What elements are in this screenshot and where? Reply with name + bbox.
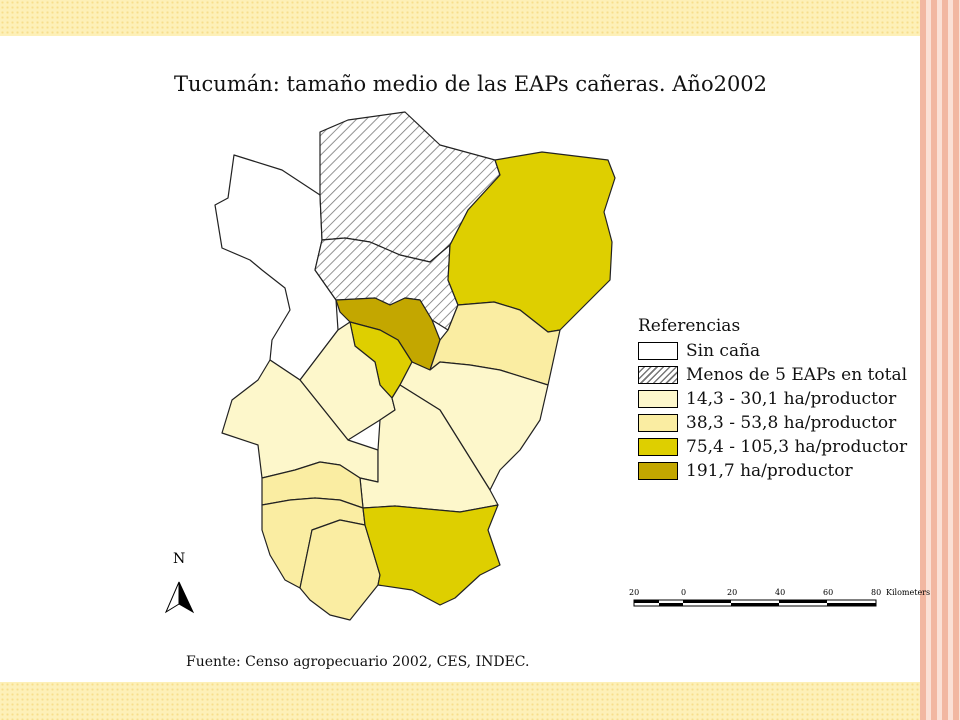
legend-swatch-hatched (638, 366, 678, 384)
scale-tick-label: 0 (681, 588, 687, 597)
legend-label: Menos de 5 EAPs en total (686, 365, 908, 385)
map-legend: Referencias Sin caña Menos de 5 EAPs en … (638, 316, 907, 483)
scale-tick-label: 20 (727, 588, 738, 597)
legend-label: Sin caña (686, 341, 761, 361)
legend-item-75: 75,4 - 105,3 ha/productor (638, 435, 907, 459)
legend-item-38: 38,3 - 53,8 ha/productor (638, 411, 907, 435)
scale-tick-label: 40 (775, 588, 786, 597)
legend-item-14: 14,3 - 30,1 ha/productor (638, 387, 907, 411)
scale-tick-label: 80 (871, 588, 882, 597)
right-decorative-stripes (920, 0, 960, 720)
north-label: N (173, 551, 186, 567)
bottom-decorative-band (0, 682, 960, 720)
legend-swatch-75 (638, 438, 678, 456)
region-southeast-75 (362, 504, 501, 606)
legend-item-hatched: Menos de 5 EAPs en total (638, 363, 907, 387)
legend-label: 75,4 - 105,3 ha/productor (686, 437, 908, 457)
legend-swatch-sin-cana (638, 342, 678, 360)
legend-label: 14,3 - 30,1 ha/productor (686, 389, 897, 409)
scale-tick-label: 60 (823, 588, 834, 597)
legend-label: 38,3 - 53,8 ha/productor (686, 413, 897, 433)
scale-bar (633, 599, 877, 607)
legend-swatch-191 (638, 462, 678, 480)
top-decorative-band (0, 0, 960, 36)
legend-swatch-14 (638, 390, 678, 408)
region-south-38 (299, 519, 381, 621)
source-note: Fuente: Censo agropecuario 2002, CES, IN… (186, 654, 530, 670)
scale-tick-label: 20 (629, 588, 640, 597)
north-arrow-icon (164, 581, 195, 614)
legend-label: 191,7 ha/productor (686, 461, 853, 481)
map-title: Tucumán: tamaño medio de las EAPs cañera… (174, 72, 768, 96)
legend-item-191: 191,7 ha/productor (638, 459, 907, 483)
legend-title: Referencias (638, 316, 741, 336)
scale-unit-label: Kilometers (886, 588, 931, 597)
legend-swatch-38 (638, 414, 678, 432)
legend-item-sin-cana: Sin caña (638, 339, 907, 363)
